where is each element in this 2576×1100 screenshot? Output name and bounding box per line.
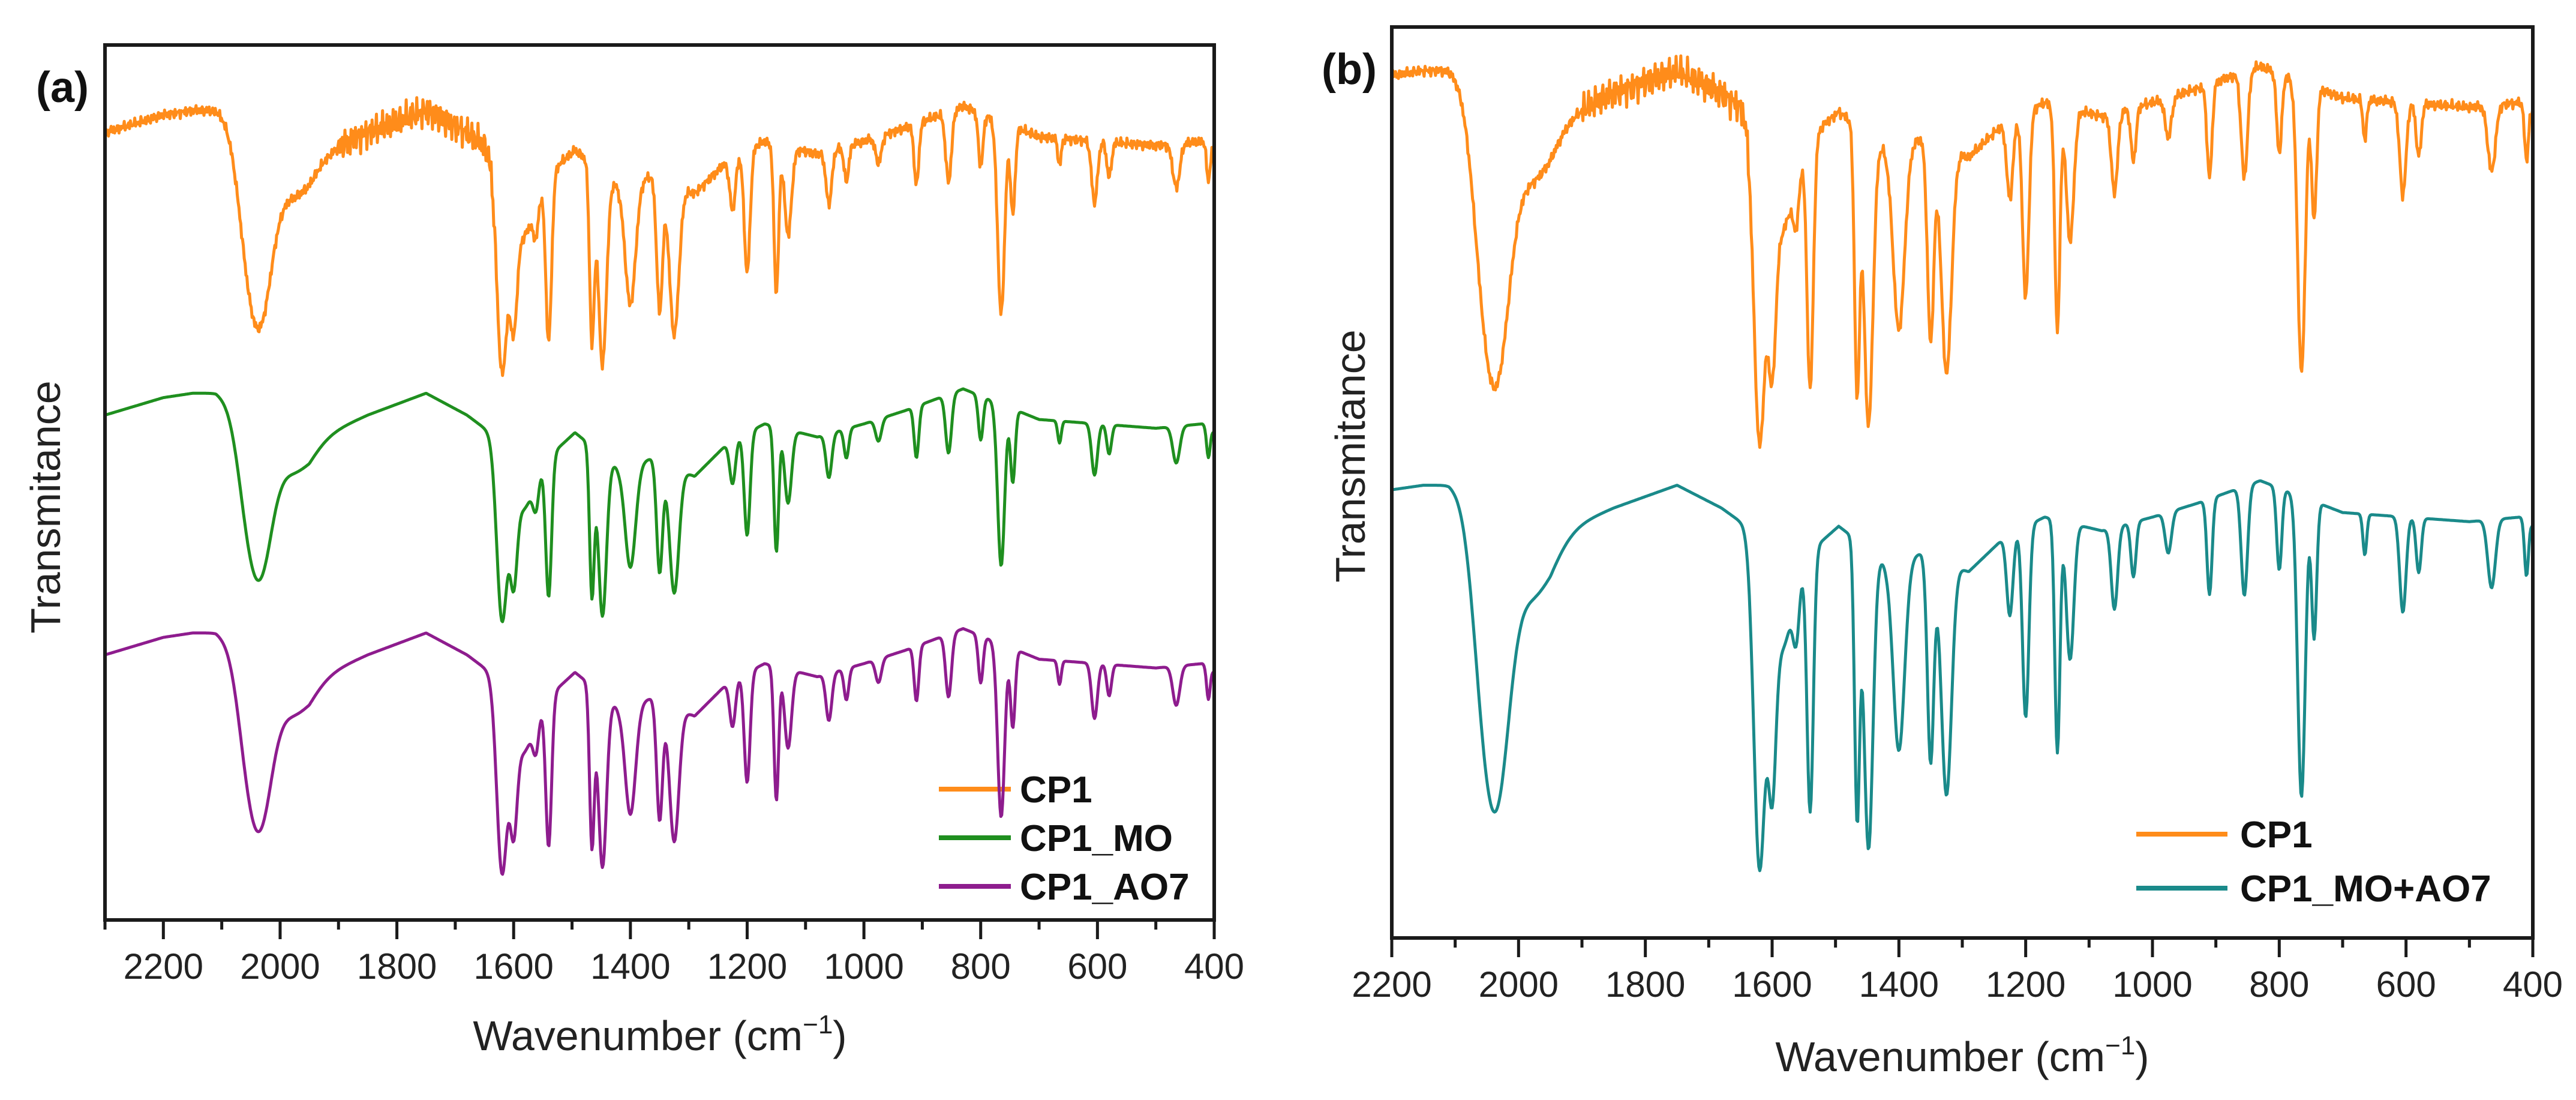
series-line-cp1-mo (104, 387, 1215, 624)
x-tick-label: 600 (2376, 964, 2436, 1005)
x-tick-label: 2200 (1352, 964, 1431, 1005)
x-tick-label: 2200 (124, 946, 203, 987)
series-line-cp1 (1390, 54, 2535, 449)
legend-label: CP1 (2240, 814, 2313, 856)
x-tick-label: 1200 (707, 946, 787, 987)
x-tick-label: 1800 (357, 946, 437, 987)
y-axis-title: Transmitance (22, 380, 69, 633)
x-tick-label: 600 (1067, 946, 1127, 987)
x-axis-title: Wavenumber (cm−1) (1775, 1031, 2149, 1080)
x-tick-label: 1200 (1986, 964, 2065, 1005)
x-tick-label: 1800 (1605, 964, 1685, 1005)
x-axis-title-main: Wavenumber (cm (473, 1012, 803, 1059)
x-tick-label: 1400 (590, 946, 670, 987)
x-axis-title-sup: −1 (803, 1010, 833, 1039)
x-tick-label: 400 (1184, 946, 1244, 987)
legend-label: CP1 (1020, 769, 1092, 811)
x-axis-title-sup: −1 (2105, 1031, 2135, 1060)
x-tick-label: 2000 (1479, 964, 1559, 1005)
x-axis-title: Wavenumber (cm−1) (473, 1010, 846, 1059)
x-tick-label: 1600 (473, 946, 553, 987)
series-line-cp1 (103, 96, 1215, 377)
x-tick-label: 2000 (240, 946, 320, 987)
x-tick-label: 1600 (1732, 964, 1812, 1005)
x-tick-label: 1000 (2112, 964, 2192, 1005)
legend-label: CP1_MO+AO7 (2240, 868, 2491, 910)
panel-label: (b) (1322, 46, 1377, 94)
legend-label: CP1_AO7 (1020, 867, 1190, 908)
y-axis-title: Transmitance (1327, 329, 1374, 582)
x-tick-label: 1400 (1859, 964, 1939, 1005)
x-axis-title-end: ) (2135, 1033, 2149, 1080)
x-axis-title-end: ) (833, 1012, 846, 1059)
panel-a: (a) Transmitance Wavenumber (cm−1) CP1 CP… (22, 43, 1244, 1059)
x-tick-label: 400 (2503, 964, 2563, 1005)
x-tick-label: 800 (2249, 964, 2309, 1005)
plot-frame (1390, 25, 2535, 940)
series-line-cp1-ao7 (104, 627, 1215, 876)
series-line-cp1-mo-ao7 (1391, 479, 2533, 873)
plot-frame (103, 43, 1216, 922)
x-tick-label: 800 (951, 946, 1011, 987)
panel-label: (a) (36, 64, 89, 112)
x-axis-title-main: Wavenumber (cm (1775, 1033, 2105, 1080)
x-tick-label: 1000 (824, 946, 903, 987)
panel-b: (b) Transmitance Wavenumber (cm−1) CP1 CP… (1322, 25, 2563, 1080)
legend-label: CP1_MO (1020, 818, 1173, 859)
